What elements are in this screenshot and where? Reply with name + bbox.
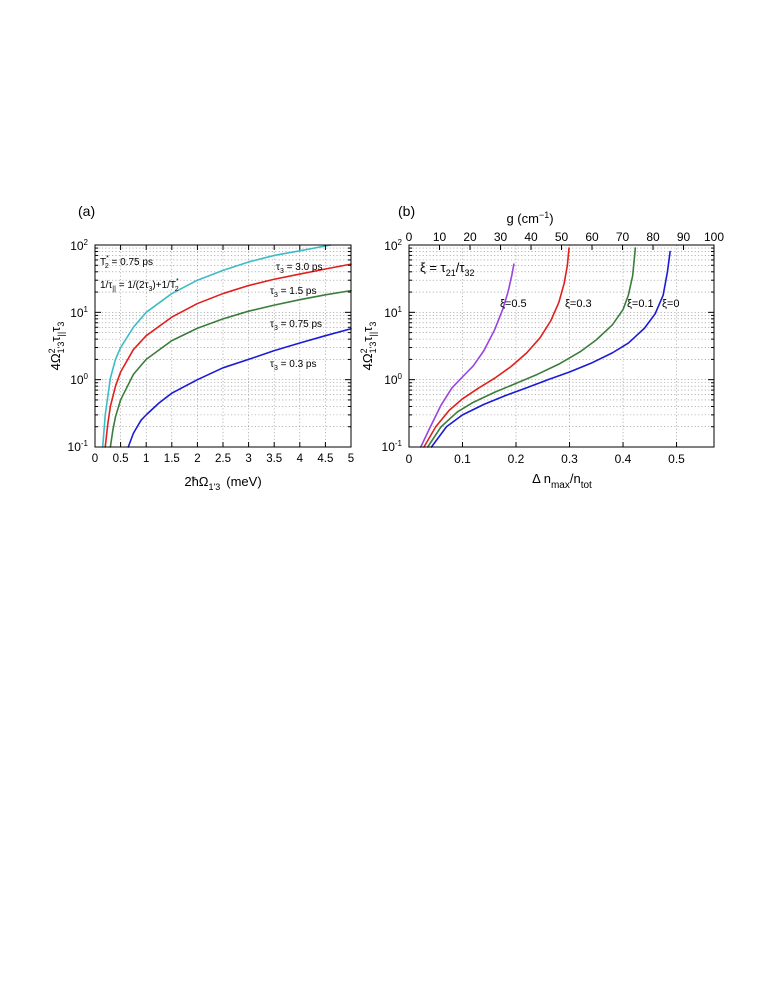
panel-a-series-2-line [109, 289, 352, 448]
panel-b-top-xtick-5: 50 [555, 230, 569, 244]
panel-b-xtick-0: 0 [406, 452, 413, 466]
panel-a-xtick-9: 4.5 [317, 453, 333, 465]
panel-a-ytick-1: 100 [70, 372, 88, 387]
panel-b-top-xtick-10: 100 [704, 230, 724, 244]
panel-b-curves [419, 247, 671, 448]
panel-a-ytick-0: 10-1 [68, 439, 89, 454]
panel-a-xtick-4: 2 [194, 453, 200, 465]
panel-b-xtick-3: 0.3 [561, 452, 578, 466]
panel-a-series-label-1: τ3 = 1.5 ps [270, 286, 317, 299]
panel-b-top-xtick-8: 80 [646, 230, 660, 244]
panel-a-series-3-line [127, 327, 352, 448]
panel-b-series-label-2: ξ=0.1 [627, 298, 654, 310]
panel-b-top-xlabel: g (cm−1) [506, 210, 553, 226]
panel-a-ytick-2: 101 [70, 305, 88, 320]
panel-b-xtick-1: 0.1 [454, 452, 471, 466]
panel-a-xlabel: 2ħΩ1'3 (meV) [184, 474, 261, 492]
panel-a-xtick-7: 3.5 [266, 453, 282, 465]
panel-a-ylabel: 4Ω21'3τ||τ3 [47, 322, 66, 371]
panel-b-series-3-line [430, 250, 671, 448]
panel-b-ytick-0: 10-1 [382, 439, 403, 454]
panel-b-series-labels: ξ=0.5 ξ=0.3 ξ=0.1 ξ=0 [500, 298, 679, 310]
panel-b-top-xtick-6: 60 [585, 230, 599, 244]
panel-b-top-xtick-0: 0 [406, 230, 413, 244]
panel-b-top-xtick-9: 90 [677, 230, 691, 244]
panel-b-top-tick-labels: 0 10 20 30 40 50 60 70 80 90 100 [406, 230, 725, 244]
panel-b-series-1-line [423, 247, 570, 448]
panel-b-xtick-4: 0.4 [615, 452, 632, 466]
panel-b-series-label-3: ξ=0 [662, 298, 679, 310]
panel-a: (a) 10-1 100 101 102 0 0.5 1 1.5 2 2.5 3… [47, 203, 354, 492]
panel-b-series-label-1: ξ=0.3 [565, 298, 592, 310]
panel-a-label: (a) [78, 203, 95, 219]
panel-a-series-label-0: τ3 = 3.0 ps [276, 262, 323, 275]
panel-b-ytick-3: 102 [384, 238, 402, 253]
panel-b-top-xtick-2: 20 [463, 230, 477, 244]
panel-b-xi-annotation: ξ = τ21/τ32 [420, 260, 475, 278]
panel-a-xtick-8: 4 [297, 453, 304, 465]
panel-b-series-label-0: ξ=0.5 [500, 298, 527, 310]
panel-b-ticks [408, 244, 715, 448]
panel-a-y-tick-labels: 10-1 100 101 102 [68, 238, 89, 454]
panel-a-curves [101, 244, 352, 448]
panel-a-grid [95, 245, 351, 447]
panel-b-ytick-1: 100 [384, 372, 402, 387]
panel-a-ticks [94, 244, 352, 448]
panel-a-xtick-1: 0.5 [113, 453, 129, 465]
panel-a-xtick-2: 1 [143, 453, 149, 465]
panel-a-series-1-line [104, 263, 352, 448]
panel-b-top-xtick-3: 30 [494, 230, 508, 244]
panel-a-t2-annotation: T* 2 = 0.75 ps [100, 255, 153, 270]
panel-a-frame [94, 244, 352, 448]
panel-b-y-tick-labels: 10-1 100 101 102 [382, 238, 403, 454]
panel-a-annotations: T* 2 = 0.75 ps 1/τ|| = 1/(2τ3)+1/T* 2 τ3 =… [100, 255, 323, 372]
panel-b-label: (b) [398, 203, 415, 219]
panel-a-xtick-6: 3 [245, 453, 251, 465]
panel-b-top-xtick-1: 10 [433, 230, 447, 244]
panel-a-xtick-0: 0 [92, 453, 98, 465]
panel-a-series-label-2: τ3 = 0.75 ps [270, 319, 322, 332]
panel-a-xtick-10: 5 [348, 453, 354, 465]
panel-b-xtick-2: 0.2 [508, 452, 525, 466]
panel-b-top-xtick-7: 70 [616, 230, 630, 244]
panel-b: (b) g (cm−1) 0 10 20 30 40 50 60 70 80 9… [359, 203, 724, 491]
panel-b-series-0-line [419, 263, 515, 448]
panel-a-xtick-3: 1.5 [164, 453, 180, 465]
panel-b-top-xtick-4: 40 [524, 230, 538, 244]
panel-b-x-tick-labels: 0 0.1 0.2 0.3 0.4 0.5 [406, 452, 686, 466]
panel-b-xlabel: Δ nmax/ntot [532, 471, 592, 491]
panel-b-xtick-5: 0.5 [668, 452, 685, 466]
panel-a-series-0-line [101, 244, 332, 448]
panel-a-series-label-3: τ3 = 0.3 ps [270, 359, 317, 372]
panel-a-relation-annotation: 1/τ|| = 1/(2τ3)+1/T* 2 [100, 278, 179, 293]
panel-a-x-tick-labels: 0 0.5 1 1.5 2 2.5 3 3.5 4 4.5 5 [92, 453, 354, 465]
panel-b-ytick-2: 101 [384, 305, 402, 320]
panel-a-ytick-3: 102 [70, 238, 88, 253]
panel-b-ylabel: 4Ω21'3τ||τ3 [359, 322, 378, 371]
panel-a-xtick-5: 2.5 [215, 453, 231, 465]
panel-b-series-2-line [426, 247, 637, 448]
